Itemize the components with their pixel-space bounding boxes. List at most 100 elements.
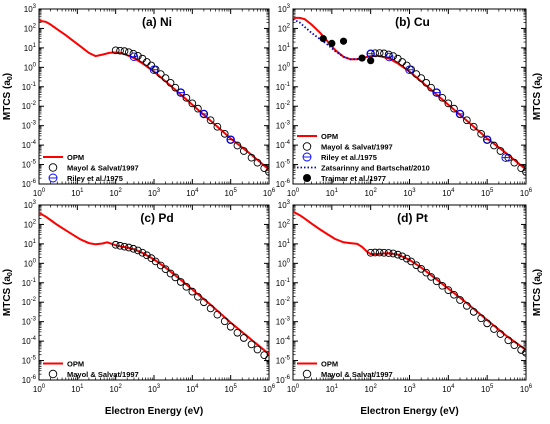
y-tick-label: 10-6 (276, 179, 291, 189)
y-tick-label: 103 (24, 4, 37, 14)
data-point (134, 51, 142, 60)
y-tick-label: 10-3 (276, 121, 291, 131)
data-point (147, 61, 156, 70)
y-tick-label: 103 (278, 4, 291, 14)
data-point (188, 99, 197, 108)
data-point (456, 296, 464, 304)
data-point (233, 328, 242, 337)
x-tick-label: 100 (287, 188, 300, 198)
x-tick-label: 101 (326, 384, 339, 394)
data-point (477, 129, 486, 138)
series-line-zatsarinny-and-bartschat-2010 (293, 18, 367, 61)
data-point (432, 277, 441, 286)
data-point (444, 286, 453, 294)
y-tick-label: 10-3 (276, 317, 291, 327)
x-tick-label: 104 (186, 384, 199, 394)
legend-label: OPM (321, 360, 338, 369)
data-point (450, 290, 458, 299)
y-axis-label: MTCS (a0) (2, 73, 14, 120)
series-layer (39, 19, 269, 176)
y-tick-label: 102 (278, 23, 291, 33)
y-tick-label: 102 (278, 219, 291, 229)
data-point (358, 54, 366, 62)
y-tick-label: 10-5 (276, 160, 291, 170)
legend-label: Mayol & Salvat/1997 (321, 370, 393, 379)
data-point (120, 242, 129, 251)
y-axis-label: MTCS (a0) (532, 269, 544, 316)
data-point (220, 129, 229, 138)
data-point (422, 268, 431, 277)
data-point (389, 249, 398, 258)
data-point (375, 248, 384, 257)
data-point (375, 49, 384, 57)
x-tick-label: 101 (71, 384, 84, 394)
legend-label: OPM (321, 132, 338, 141)
data-point (156, 261, 165, 270)
data-point (522, 348, 526, 357)
data-point (260, 164, 269, 173)
data-point (450, 104, 458, 113)
y-tick-label: 101 (278, 43, 291, 53)
y-tick-label: 10-2 (22, 297, 37, 307)
y-tick-label: 10-6 (276, 375, 291, 385)
series-layer (293, 210, 526, 357)
data-point (124, 243, 133, 252)
data-point (510, 158, 519, 167)
x-tick-label: 102 (110, 384, 123, 394)
y-tick-label: 10-3 (22, 317, 37, 327)
legend-label: Zatsarinny and Bartschat/2010 (321, 164, 430, 173)
y-tick-label: 101 (24, 43, 37, 53)
panel-title: (a) Ni (142, 15, 172, 29)
y-tick-label: 10-4 (276, 140, 291, 150)
data-point (111, 46, 120, 55)
x-axis-label: Electron Energy (eV) (105, 406, 203, 417)
data-point (138, 248, 147, 257)
data-point (124, 48, 133, 57)
data-point (213, 122, 222, 131)
x-tick-label: 102 (110, 188, 123, 198)
y-tick-label: 100 (24, 258, 37, 268)
data-point (490, 141, 498, 150)
x-tick-label: 101 (326, 188, 339, 198)
data-point (517, 164, 525, 173)
data-point (496, 330, 505, 338)
data-point (161, 74, 170, 82)
legend-label: Mayol & Salvat/1997 (67, 370, 139, 379)
data-point (182, 93, 191, 102)
y-axis-label: MTCS (a0) (2, 269, 14, 316)
legend-label: Trajmar et al./1977 (321, 174, 386, 183)
data-point (166, 78, 175, 87)
data-point (194, 292, 202, 301)
y-tick-label: 10-1 (22, 278, 37, 288)
y-tick-label: 100 (278, 258, 291, 268)
data-point (213, 310, 222, 319)
data-point (417, 265, 426, 273)
x-tick-label: 105 (481, 188, 494, 198)
series-line-opm (39, 19, 269, 171)
data-point (260, 351, 269, 359)
data-point (239, 334, 248, 342)
legend-marker (48, 369, 58, 379)
data-point (171, 83, 180, 92)
x-tick-label: 100 (287, 384, 300, 394)
data-point (412, 261, 421, 270)
legend-marker (48, 163, 58, 172)
series-line-opm (39, 211, 269, 355)
x-tick-label: 101 (71, 188, 84, 198)
x-tick-label: 106 (520, 188, 533, 198)
x-tick-label: 106 (263, 384, 276, 394)
data-point (417, 74, 426, 82)
x-tick-label: 106 (263, 188, 276, 198)
y-tick-label: 10-6 (22, 375, 37, 385)
x-tick-label: 103 (403, 384, 416, 394)
data-point (398, 58, 407, 66)
data-point (220, 317, 229, 326)
legend-marker (302, 369, 312, 379)
x-tick-label: 105 (225, 188, 238, 198)
panel-title: (c) Pd (140, 211, 173, 225)
legend-label: Mayol & Salvat/1997 (321, 143, 393, 152)
data-point (422, 78, 431, 87)
data-point (402, 61, 411, 70)
plot-frame (292, 204, 527, 381)
legend-label: Riley et al./1975 (321, 153, 377, 162)
